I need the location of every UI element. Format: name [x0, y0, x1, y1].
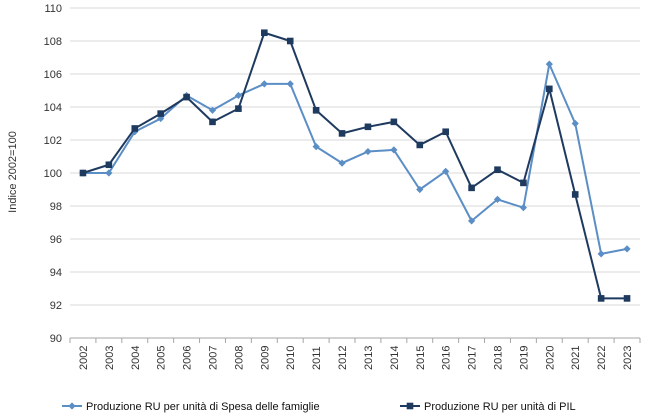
- series-group: [79, 29, 631, 302]
- data-point: [364, 123, 372, 131]
- series-line: [82, 31, 628, 300]
- data-point: [131, 125, 139, 132]
- x-tick-label: 2008: [233, 346, 245, 370]
- legend-label: Produzione RU per unità di Spesa delle f…: [86, 401, 320, 413]
- data-point: [545, 60, 553, 68]
- x-tick-label: 2023: [622, 346, 634, 370]
- y-axis: 90 92 94 96 98 100 102 104 106 108 110: [44, 3, 62, 345]
- x-tick-label: 2012: [337, 346, 349, 370]
- y-tick-label: 92: [50, 300, 62, 312]
- y-tick-label: 106: [44, 69, 62, 81]
- legend-label: Produzione RU per unità di PIL: [424, 401, 576, 413]
- y-tick-label: 98: [50, 201, 62, 213]
- gridlines: [70, 7, 640, 306]
- legend-item-1: Produzione RU per unità di Spesa delle f…: [62, 401, 320, 413]
- data-point: [183, 93, 190, 101]
- data-point: [390, 118, 398, 126]
- data-point: [208, 106, 217, 114]
- data-point: [364, 147, 372, 156]
- x-tick-label: 2022: [596, 346, 608, 370]
- data-point: [519, 204, 528, 212]
- data-point: [623, 245, 631, 253]
- data-point: [623, 295, 631, 302]
- x-tick-label: 2011: [311, 346, 323, 370]
- y-tick-label: 104: [44, 102, 62, 114]
- y-tick-label: 102: [44, 135, 62, 147]
- data-point: [442, 128, 449, 136]
- y-tick-label: 94: [50, 267, 62, 279]
- x-tick-label: 2010: [285, 346, 297, 370]
- data-point: [79, 169, 87, 177]
- data-point: [312, 107, 320, 114]
- data-point: [312, 143, 320, 151]
- x-tick-label: 2020: [544, 346, 556, 370]
- x-tick-label: 2002: [78, 346, 90, 370]
- y-tick-label: 90: [50, 333, 62, 345]
- data-point: [105, 161, 113, 169]
- legend-swatch-marker: [68, 402, 76, 410]
- data-point: [235, 105, 242, 112]
- data-point: [493, 195, 502, 203]
- data-point: [467, 217, 476, 225]
- y-axis-title: Indice 2002=100: [7, 131, 19, 213]
- data-point: [597, 250, 605, 258]
- x-tick-label: 2005: [156, 346, 168, 370]
- data-point: [157, 110, 164, 117]
- data-point: [468, 184, 475, 192]
- x-tick-label: 2009: [259, 346, 271, 370]
- data-point: [416, 185, 424, 194]
- x-tick-label: 2017: [467, 346, 479, 370]
- y-tick-label: 108: [44, 36, 62, 48]
- x-tick-label: 2006: [182, 346, 194, 370]
- data-point: [286, 80, 294, 88]
- data-point: [520, 179, 527, 187]
- x-tick-label: 2019: [518, 346, 530, 370]
- data-point: [416, 141, 424, 149]
- data-point: [546, 85, 553, 93]
- data-point: [571, 119, 579, 128]
- data-point: [234, 91, 243, 100]
- data-point: [261, 29, 268, 37]
- data-point: [442, 167, 450, 175]
- x-tick-label: 2004: [130, 346, 142, 370]
- x-tick-label: 2014: [389, 346, 401, 370]
- series-2: [79, 29, 631, 302]
- x-tick-label: 2021: [570, 346, 582, 370]
- y-tick-label: 100: [44, 168, 62, 180]
- x-tick-label: 2015: [415, 346, 427, 370]
- legend: Produzione RU per unità di Spesa delle f…: [62, 401, 576, 413]
- x-tick-label: 2016: [441, 346, 453, 370]
- data-point: [286, 37, 294, 45]
- data-point: [260, 80, 268, 88]
- x-tick-label: 2018: [493, 346, 505, 370]
- data-point: [494, 166, 501, 173]
- data-point: [571, 191, 579, 198]
- data-point: [105, 169, 113, 177]
- x-tick-label: 2003: [104, 346, 116, 370]
- data-point: [209, 118, 216, 126]
- x-tick-label: 2013: [363, 346, 375, 370]
- data-point: [597, 295, 605, 302]
- legend-swatch-marker: [406, 402, 414, 410]
- y-tick-label: 110: [44, 3, 62, 15]
- y-tick-label: 96: [50, 234, 62, 246]
- x-tick-label: 2007: [208, 346, 220, 370]
- data-point: [338, 159, 346, 167]
- x-axis: 2002 2003 2004 2005 2006 2007 2008 2009 2010 2011…: [69, 337, 641, 370]
- data-point: [390, 146, 398, 154]
- series-line: [82, 63, 628, 255]
- legend-item-2: Produzione RU per unità di PIL: [400, 401, 576, 413]
- data-point: [338, 130, 346, 137]
